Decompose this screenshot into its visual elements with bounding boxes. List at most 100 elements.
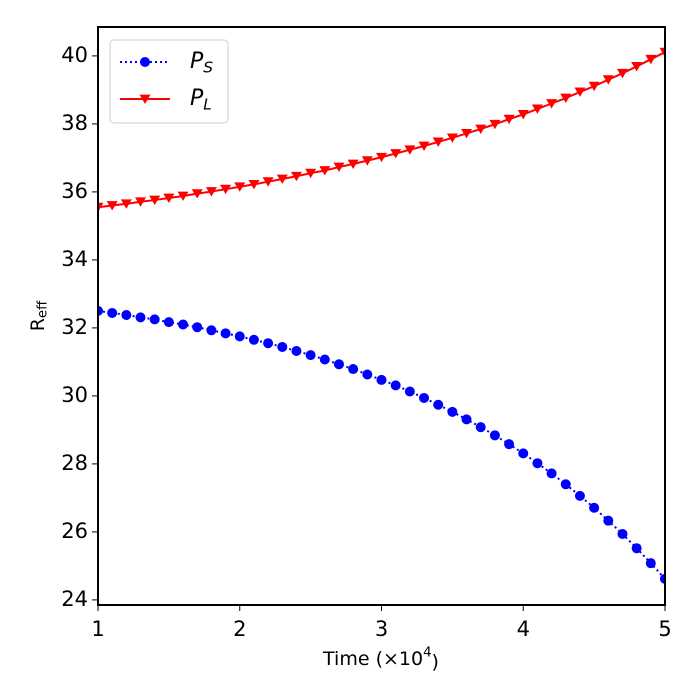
y-tick-label: 24 xyxy=(61,587,88,611)
point xyxy=(163,193,175,203)
point xyxy=(263,338,274,349)
point xyxy=(489,119,501,130)
x-tick-label: 2 xyxy=(233,617,246,641)
legend-label: PL xyxy=(190,86,212,113)
point xyxy=(645,54,657,65)
point xyxy=(504,439,515,450)
point xyxy=(248,334,259,345)
point xyxy=(433,399,444,410)
point xyxy=(588,81,600,92)
x-tick-label: 5 xyxy=(658,617,671,641)
point xyxy=(262,177,274,187)
point xyxy=(546,99,558,109)
point xyxy=(120,199,132,209)
point xyxy=(390,149,402,159)
point xyxy=(574,490,585,501)
point xyxy=(560,93,572,104)
point xyxy=(98,305,103,316)
point xyxy=(645,558,656,569)
point xyxy=(446,133,458,143)
point xyxy=(135,197,147,207)
point xyxy=(603,515,614,526)
y-tick-label: 40 xyxy=(61,43,88,67)
point xyxy=(518,448,529,459)
point xyxy=(135,312,146,323)
y-tick-label: 32 xyxy=(61,315,88,339)
point xyxy=(333,162,345,173)
point xyxy=(248,180,260,190)
point xyxy=(234,331,245,342)
point xyxy=(290,171,302,182)
legend-label: PS xyxy=(190,49,213,76)
x-tick-label: 4 xyxy=(517,617,530,641)
series-line xyxy=(98,309,665,580)
point xyxy=(475,124,487,134)
point xyxy=(390,380,401,391)
point xyxy=(447,406,458,417)
point xyxy=(461,414,472,425)
point xyxy=(333,359,344,370)
point xyxy=(503,114,515,125)
point xyxy=(589,502,600,513)
y-tick-label: 28 xyxy=(61,451,88,475)
point xyxy=(276,174,288,184)
point xyxy=(532,458,543,469)
point xyxy=(432,137,444,147)
point xyxy=(149,195,161,206)
point xyxy=(305,350,316,361)
point xyxy=(404,386,415,397)
point xyxy=(631,62,643,72)
point xyxy=(376,374,387,385)
point xyxy=(659,47,665,58)
point xyxy=(178,319,189,330)
point xyxy=(121,309,132,320)
point xyxy=(531,104,543,114)
point xyxy=(418,141,430,151)
point xyxy=(361,156,373,166)
point xyxy=(319,166,331,176)
point xyxy=(98,202,104,213)
point xyxy=(546,468,557,479)
point xyxy=(305,168,317,179)
point xyxy=(560,479,571,490)
point xyxy=(149,314,160,325)
point xyxy=(616,68,628,79)
point xyxy=(419,392,430,403)
point xyxy=(631,543,642,554)
point xyxy=(177,191,189,201)
point xyxy=(220,184,232,195)
point xyxy=(191,189,203,199)
point xyxy=(220,328,231,339)
plot xyxy=(98,47,665,584)
x-axis-label: Time (×104) xyxy=(322,645,439,672)
point xyxy=(319,354,330,365)
point xyxy=(461,129,473,139)
plot-frame xyxy=(97,26,666,606)
y-tick-label: 34 xyxy=(61,247,88,271)
point xyxy=(106,201,118,211)
x-tick-label: 1 xyxy=(91,617,104,641)
point xyxy=(475,422,486,433)
y-tick-label: 26 xyxy=(61,519,88,543)
point xyxy=(362,369,373,380)
point xyxy=(140,57,150,67)
point xyxy=(489,430,500,441)
y-tick-label: 30 xyxy=(61,383,88,407)
point xyxy=(163,317,174,328)
y-axis-label: Reff xyxy=(27,300,51,331)
point xyxy=(205,187,217,197)
point xyxy=(107,307,118,318)
point xyxy=(660,573,665,584)
x-tick-label: 3 xyxy=(375,617,388,641)
point xyxy=(617,528,628,539)
point xyxy=(291,346,302,357)
point xyxy=(206,325,217,336)
legend-box xyxy=(109,39,229,124)
y-tick-label: 36 xyxy=(61,179,88,203)
point xyxy=(139,94,151,104)
y-tick-label: 38 xyxy=(61,111,88,135)
point xyxy=(347,159,359,169)
point xyxy=(348,364,359,375)
point xyxy=(404,145,416,155)
